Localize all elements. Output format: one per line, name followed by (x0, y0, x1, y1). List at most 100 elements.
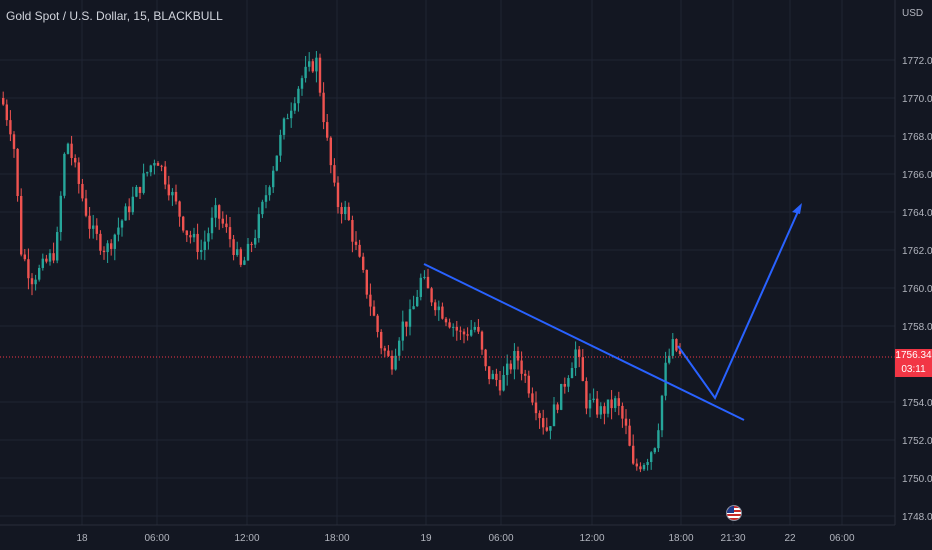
candle-body (261, 201, 264, 215)
price-tick-label: 1762.00 (902, 246, 932, 257)
candle-body (506, 363, 509, 376)
candle-body (405, 321, 408, 327)
candle-body (354, 241, 358, 245)
candle-body (189, 235, 192, 238)
candle-body (70, 143, 73, 159)
candle-body (581, 357, 584, 382)
symbol-title[interactable]: Gold Spot / U.S. Dollar, 15, BLACKBULL (6, 9, 223, 23)
candlestick-series (2, 50, 682, 473)
candle-body (351, 219, 354, 242)
candle-body (660, 395, 664, 431)
candle-body (232, 239, 235, 256)
candle-body (617, 398, 620, 406)
candle-body (48, 253, 52, 262)
candle-body (228, 227, 232, 240)
candle-body (650, 452, 653, 463)
candle-body (574, 349, 577, 369)
candle-body (347, 206, 350, 220)
candle-body (369, 294, 372, 307)
candle-body (9, 120, 12, 135)
candle-body (268, 187, 271, 196)
candle-body (120, 220, 124, 228)
candle-body (12, 134, 16, 149)
time-tick-label: 18:00 (668, 533, 693, 544)
candle-body (462, 331, 466, 335)
candle-body (243, 260, 246, 265)
candle-body (668, 355, 671, 363)
candle-body (146, 172, 149, 174)
currency-label[interactable]: USD (902, 8, 924, 19)
price-tick-label: 1748.00 (902, 512, 932, 523)
candle-body (34, 279, 37, 285)
candle-body (520, 360, 523, 374)
projection-path[interactable] (677, 206, 801, 401)
candle-body (509, 363, 512, 370)
candle-body (27, 259, 30, 279)
time-tick-label: 22 (784, 533, 796, 544)
price-axis[interactable]: 1772.00 1770.00 1768.00 1766.00 1764.00 1762.… (894, 0, 932, 525)
candle-body (304, 66, 307, 79)
candle-body (117, 227, 120, 235)
trend-line[interactable] (423, 263, 745, 421)
candle-body (257, 214, 260, 239)
candle-body (671, 339, 674, 356)
time-tick-label: 19 (420, 533, 432, 544)
candle-body (614, 398, 617, 409)
candle-body (221, 218, 224, 224)
time-axis[interactable]: 18 06:00 12:00 18:00 19 06:00 12:00 18:00 21:30 2… (0, 524, 895, 544)
candle-body (326, 122, 329, 138)
candle-body (387, 350, 390, 356)
candle-body (113, 234, 116, 249)
candle-body (315, 57, 318, 72)
candle-body (322, 92, 325, 123)
candle-body (448, 322, 451, 328)
candle-body (365, 269, 368, 295)
candle-body (466, 334, 469, 336)
candle-body (635, 463, 638, 467)
candle-body (178, 201, 181, 217)
candle-body (394, 355, 397, 370)
candle-body (153, 163, 156, 166)
candle-body (246, 243, 250, 261)
candle-body (549, 426, 552, 431)
candle-body (455, 326, 458, 331)
candle-body (300, 78, 304, 89)
candle-body (552, 404, 556, 427)
candle-body (545, 427, 548, 431)
candle-body (214, 205, 217, 218)
candle-body (196, 233, 199, 252)
candle-body (20, 196, 23, 255)
candle-body (23, 254, 26, 260)
price-tick-label: 1764.00 (902, 208, 932, 219)
candle-body (585, 381, 588, 409)
candle-body (430, 288, 433, 303)
candle-body (412, 306, 415, 310)
price-tick-label: 1768.00 (902, 132, 932, 143)
candle-body (621, 405, 624, 419)
candle-body (329, 137, 332, 166)
candle-body (38, 267, 41, 280)
candle-body (646, 462, 649, 466)
time-tick-label: 06:00 (144, 533, 169, 544)
candle-body (624, 418, 628, 426)
candle-body (128, 206, 131, 213)
candle-body (95, 225, 98, 234)
candle-body (203, 241, 206, 251)
candle-body (149, 165, 152, 173)
candle-body (192, 233, 196, 238)
candle-body (441, 306, 444, 319)
candle-body (657, 430, 660, 449)
us-flag-icon[interactable] (726, 505, 742, 521)
candle-body (77, 162, 80, 184)
candle-body (160, 165, 163, 167)
candle-body (333, 165, 336, 183)
candle-body (675, 339, 678, 351)
candle-body (225, 223, 228, 228)
candle-body (527, 375, 530, 394)
candle-body (336, 182, 340, 208)
candle-body (434, 302, 437, 311)
candle-body (639, 466, 642, 470)
candle-body (534, 402, 538, 414)
